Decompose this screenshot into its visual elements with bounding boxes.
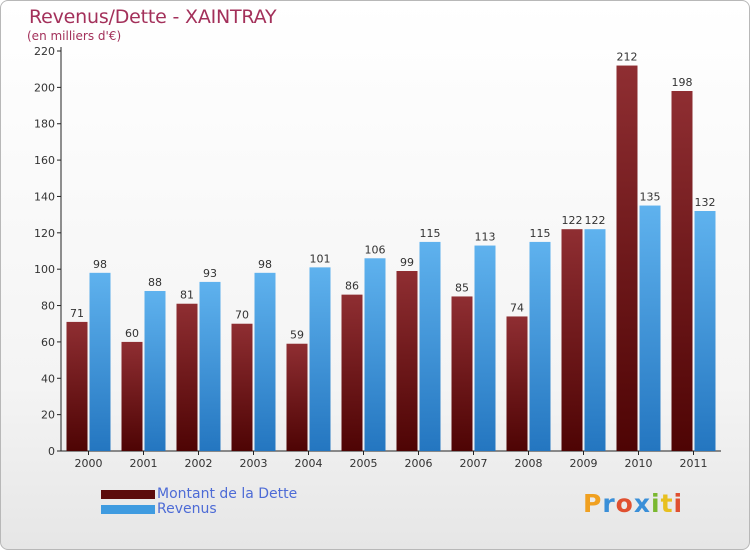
legend-item-debt: Montant de la Dette [101,487,297,502]
y-tick-label: 180 [34,118,55,131]
bar-revenus [639,205,661,451]
bar-revenus [474,245,496,451]
bar-revenus [309,267,331,451]
bar-revenus [89,272,111,451]
y-tick-label: 0 [48,445,55,458]
x-tick-label: 2007 [460,457,488,470]
data-label-debt: 86 [345,280,359,293]
x-tick-label: 2003 [240,457,268,470]
legend-label-revenus: Revenus [157,501,217,517]
data-label-revenus: 98 [258,258,272,271]
bar-debt [66,321,88,451]
y-tick-label: 120 [34,227,55,240]
chart-subtitle: (en milliers d'€) [27,29,122,43]
bar-debt [671,91,693,451]
chart-title: Revenus/Dette - XAINTRAY [29,6,277,28]
y-tick-label: 20 [41,409,55,422]
data-label-revenus: 88 [148,276,162,289]
bar-debt [341,294,363,451]
bar-debt [506,316,528,451]
x-tick-label: 2002 [185,457,213,470]
bar-debt [121,341,143,451]
data-label-debt: 212 [617,51,638,64]
logo-letter: i [651,489,661,518]
data-label-debt: 85 [455,281,469,294]
data-label-debt: 71 [70,307,84,320]
data-label-debt: 99 [400,256,414,269]
data-label-debt: 60 [125,327,139,340]
bar-revenus [364,258,386,451]
data-label-revenus: 135 [640,191,661,204]
y-tick-label: 160 [34,154,55,167]
bar-revenus [144,291,166,451]
x-tick-label: 2006 [405,457,433,470]
proxiti-logo: Proxiti [583,489,683,518]
logo-letter: i [673,489,684,518]
bar-revenus [529,241,551,451]
chart-legend: Montant de la Dette Revenus [101,487,297,517]
y-tick-label: 60 [41,336,55,349]
y-tick-label: 140 [34,190,55,203]
bar-debt [286,343,308,451]
bar-debt [561,229,583,451]
y-tick-label: 100 [34,263,55,276]
bar-debt [396,271,418,451]
bar-debt [176,303,198,451]
data-label-debt: 81 [180,289,194,302]
bar-revenus [419,241,441,451]
bar-revenus [584,229,606,451]
logo-letter: P [583,489,603,518]
y-tick-label: 80 [41,300,55,313]
data-label-revenus: 93 [203,267,217,280]
bar-debt [231,323,253,451]
data-label-debt: 70 [235,309,249,322]
x-tick-label: 2001 [130,457,158,470]
y-tick-label: 200 [34,81,55,94]
data-label-debt: 59 [290,329,304,342]
data-label-debt: 74 [510,301,524,314]
x-tick-label: 2010 [625,457,653,470]
bar-revenus [254,272,276,451]
logo-letter: x [633,489,651,518]
x-tick-label: 2011 [680,457,708,470]
x-tick-label: 2004 [295,457,323,470]
bar-debt [616,65,638,451]
data-label-revenus: 115 [420,227,441,240]
data-label-revenus: 101 [310,252,331,265]
logo-letter: o [615,489,634,518]
bar-revenus [694,211,716,451]
y-tick-label: 220 [34,45,55,58]
x-tick-label: 2005 [350,457,378,470]
data-label-revenus: 132 [695,196,716,209]
x-tick-label: 2009 [570,457,598,470]
bar-revenus [199,281,221,451]
legend-label-debt: Montant de la Dette [157,486,298,502]
bar-debt [451,296,473,451]
x-tick-label: 2008 [515,457,543,470]
data-label-revenus: 122 [585,214,606,227]
data-label-debt: 198 [672,76,693,89]
data-label-debt: 122 [562,214,583,227]
data-label-revenus: 98 [93,258,107,271]
logo-letter: t [660,489,674,518]
data-label-revenus: 106 [365,243,386,256]
legend-swatch-revenus [101,505,155,514]
legend-swatch-debt [101,490,155,499]
x-tick-label: 2000 [75,457,103,470]
data-label-revenus: 115 [530,227,551,240]
logo-letter: r [602,489,616,518]
data-label-revenus: 113 [475,231,496,244]
legend-item-revenus: Revenus [101,502,297,517]
y-tick-label: 40 [41,372,55,385]
